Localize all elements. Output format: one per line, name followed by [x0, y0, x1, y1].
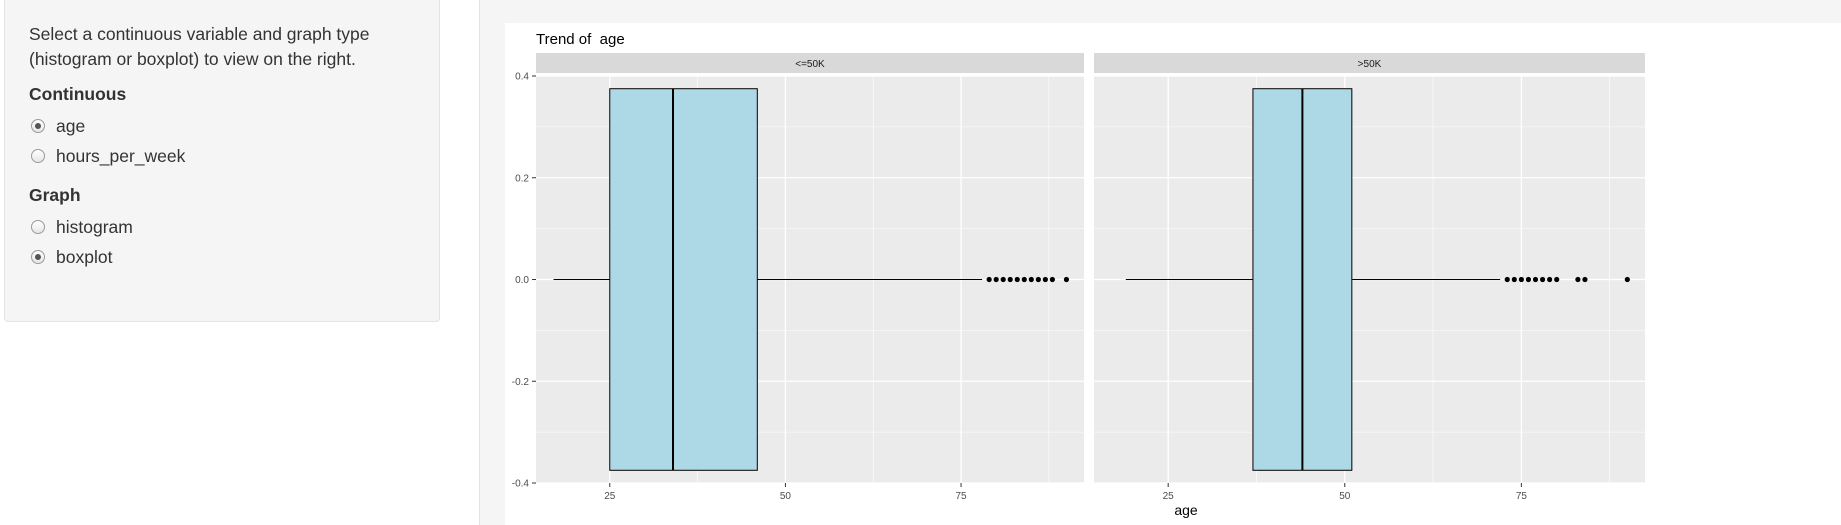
- outlier-point: [1525, 276, 1532, 283]
- outlier-point: [1028, 276, 1034, 283]
- radio-option-boxplot[interactable]: boxplot: [29, 242, 415, 272]
- radio-button-boxplot[interactable]: [31, 250, 45, 264]
- outlier-point: [1547, 276, 1553, 283]
- facet-panels: <=50K 25 50 75 >50K 25 50 75 0.4 0.2 0.0 -0.2 -0.4: [512, 53, 1645, 502]
- radio-label-hours-per-week: hours_per_week: [56, 145, 186, 166]
- outlier-point: [1582, 276, 1588, 283]
- x-tick-label: 25: [1163, 491, 1175, 502]
- graph-label: Graph: [29, 185, 81, 205]
- outlier-point: [1532, 276, 1539, 283]
- outlier-point: [1014, 276, 1020, 283]
- outlier-point: [1021, 276, 1027, 283]
- y-tick-label: -0.4: [512, 479, 530, 490]
- radio-button-hours-per-week[interactable]: [31, 149, 45, 163]
- x-tick-label: 25: [604, 491, 616, 502]
- radio-label-boxplot: boxplot: [56, 246, 113, 267]
- continuous-radio-group: Continuous age hours_per_week: [29, 84, 415, 171]
- x-tick-label: 50: [1339, 491, 1351, 502]
- outlier-point: [1504, 276, 1510, 283]
- radio-option-age[interactable]: age: [29, 111, 415, 141]
- outlier-point: [1000, 276, 1006, 283]
- outlier-point: [1511, 276, 1517, 283]
- x-tick-label: 75: [1516, 491, 1528, 502]
- facet-strip: [1094, 53, 1645, 73]
- outlier-point: [1518, 276, 1524, 283]
- x-tick-label: 50: [780, 491, 792, 502]
- x-axis-label: age: [1174, 502, 1198, 518]
- y-tick-label: 0.4: [515, 72, 529, 83]
- chart-title: Trend of age: [536, 31, 625, 48]
- radio-label-age: age: [56, 115, 86, 136]
- boxplot-chart: Trend of age age <=50K 25 50 75 >50K 25 50 75 0.…: [512, 31, 1645, 518]
- outlier-point: [1049, 276, 1055, 283]
- y-tick-label: -0.2: [512, 377, 530, 388]
- outlier-point: [1007, 276, 1013, 283]
- outlier-point: [1554, 276, 1560, 283]
- y-tick-label: 0.2: [515, 173, 529, 184]
- facet-strip-label: <=50K: [795, 59, 825, 70]
- outlier-point: [1539, 276, 1546, 283]
- sidebar-panel: Select a continuous variable and graph t…: [4, 0, 440, 322]
- radio-button-histogram[interactable]: [31, 220, 45, 234]
- outlier-point: [993, 276, 999, 283]
- plot-output: Trend of age age <=50K 25 50 75 >50K 25 50 75 0.…: [505, 23, 1841, 525]
- outlier-point: [1624, 276, 1630, 283]
- radio-option-histogram[interactable]: histogram: [29, 212, 415, 242]
- facet-strip: [536, 53, 1084, 73]
- box: [609, 88, 758, 471]
- radio-button-age[interactable]: [31, 119, 45, 133]
- outlier-point: [1035, 276, 1041, 283]
- help-text: Select a continuous variable and graph t…: [29, 24, 370, 69]
- continuous-label: Continuous: [29, 84, 127, 104]
- radio-option-hours-per-week[interactable]: hours_per_week: [29, 141, 415, 171]
- outlier-point: [1042, 276, 1048, 283]
- y-tick-label: 0.0: [515, 275, 529, 286]
- outlier-point: [1575, 276, 1581, 283]
- facet-strip-label: >50K: [1358, 59, 1382, 70]
- outlier-point: [1063, 276, 1070, 283]
- radio-label-histogram: histogram: [56, 216, 133, 237]
- outlier-point: [986, 276, 992, 283]
- graph-radio-group: Graph histogram boxplot: [29, 185, 415, 272]
- x-tick-label: 75: [955, 491, 967, 502]
